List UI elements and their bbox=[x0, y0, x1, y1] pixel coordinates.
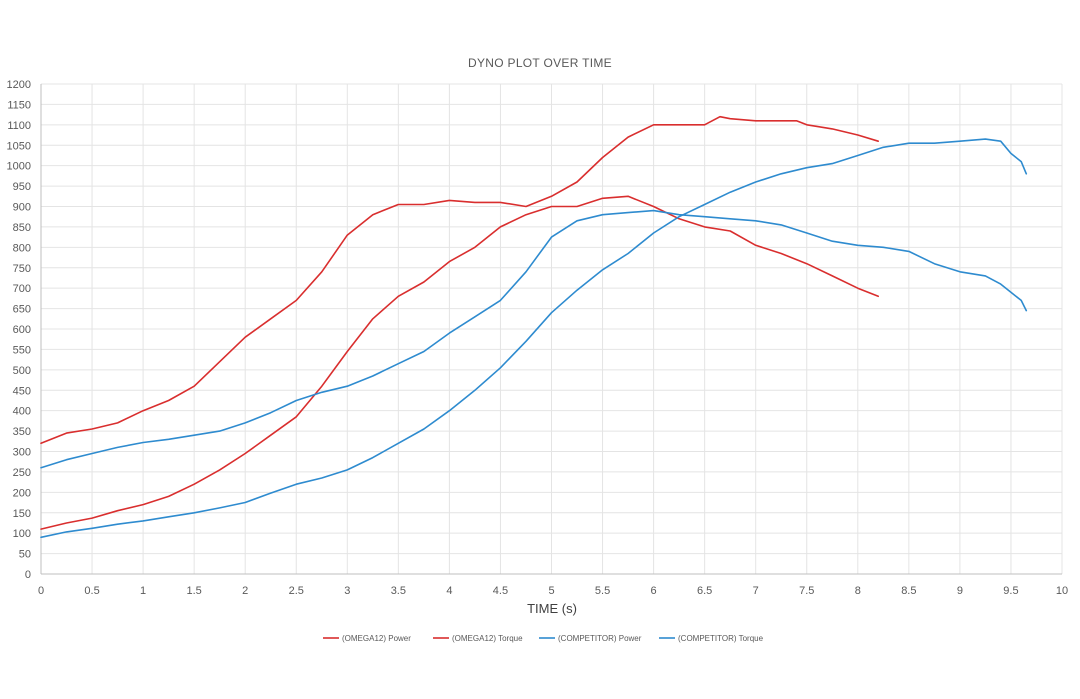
x-tick-label: 7 bbox=[753, 585, 759, 597]
x-tick-label: 8 bbox=[855, 585, 861, 597]
chart-grid bbox=[41, 83, 1063, 574]
x-tick-label: 0.5 bbox=[84, 585, 99, 597]
legend-item-omega12-torque: (OMEGA12) Torque bbox=[433, 634, 523, 643]
x-tick-label: 1.5 bbox=[187, 585, 202, 597]
y-tick-label: 750 bbox=[13, 263, 31, 275]
x-tick-label: 10 bbox=[1056, 585, 1068, 597]
x-tick-label: 3.5 bbox=[391, 585, 406, 597]
series-line-omega12-power bbox=[40, 195, 880, 530]
y-tick-label: 650 bbox=[13, 304, 31, 316]
legend-item-competitor-power: (COMPETITOR) Power bbox=[539, 634, 642, 643]
legend-item-omega12-power: (OMEGA12) Power bbox=[323, 634, 411, 643]
x-tick-label: 6.5 bbox=[697, 585, 712, 597]
x-tick-label: 1 bbox=[140, 585, 146, 597]
y-tick-label: 250 bbox=[13, 467, 31, 479]
y-tick-label: 200 bbox=[13, 487, 31, 499]
y-tick-label: 950 bbox=[13, 181, 31, 193]
legend-label: (COMPETITOR) Torque bbox=[678, 634, 764, 643]
y-tick-label: 1150 bbox=[7, 99, 31, 111]
series-line-competitor-power bbox=[40, 138, 1028, 539]
y-tick-label: 1100 bbox=[7, 120, 31, 132]
y-tick-label: 400 bbox=[13, 406, 31, 418]
x-tick-label: 5.5 bbox=[595, 585, 610, 597]
x-tick-label: 7.5 bbox=[799, 585, 814, 597]
x-axis-title: TIME (s) bbox=[527, 601, 577, 616]
legend: (OMEGA12) Power (OMEGA12) Torque (COMPETIT… bbox=[323, 634, 764, 643]
x-tick-label: 2 bbox=[242, 585, 248, 597]
series-lines bbox=[40, 115, 1028, 539]
x-axis-ticks: 0 0.5 1 1.5 2 2.5 3 3.5 4 4.5 5 5.5 6 6.5 7 7.5 8 8.5 9 9.5… bbox=[38, 585, 1068, 597]
series-line-competitor-torque bbox=[40, 209, 1028, 469]
y-axis-ticks: 0 50 100 150 200 250 300 350 400 450 500 550 600 650 7… bbox=[7, 79, 31, 581]
x-tick-label: 9 bbox=[957, 585, 963, 597]
legend-label: (OMEGA12) Power bbox=[342, 634, 411, 643]
y-tick-label: 600 bbox=[13, 324, 31, 336]
y-tick-label: 900 bbox=[13, 202, 31, 214]
y-tick-label: 350 bbox=[13, 426, 31, 438]
legend-item-competitor-torque: (COMPETITOR) Torque bbox=[659, 634, 764, 643]
y-tick-label: 450 bbox=[13, 385, 31, 397]
legend-label: (OMEGA12) Torque bbox=[452, 634, 523, 643]
x-tick-label: 4.5 bbox=[493, 585, 508, 597]
x-tick-label: 4 bbox=[446, 585, 452, 597]
x-tick-label: 3 bbox=[344, 585, 350, 597]
y-tick-label: 50 bbox=[19, 549, 31, 561]
y-tick-label: 550 bbox=[13, 344, 31, 356]
y-tick-label: 1200 bbox=[7, 79, 31, 91]
chart-axes bbox=[40, 84, 1062, 575]
y-tick-label: 1000 bbox=[7, 161, 31, 173]
y-tick-label: 800 bbox=[13, 242, 31, 254]
x-tick-label: 2.5 bbox=[289, 585, 304, 597]
x-tick-label: 5 bbox=[548, 585, 554, 597]
x-tick-label: 0 bbox=[38, 585, 44, 597]
x-tick-label: 8.5 bbox=[901, 585, 916, 597]
y-tick-label: 300 bbox=[13, 447, 31, 459]
y-tick-label: 0 bbox=[25, 569, 31, 581]
legend-label: (COMPETITOR) Power bbox=[558, 634, 642, 643]
y-tick-label: 100 bbox=[13, 528, 31, 540]
y-tick-label: 850 bbox=[13, 222, 31, 234]
y-tick-label: 500 bbox=[13, 365, 31, 377]
series-line-omega12-torque bbox=[40, 115, 880, 445]
y-tick-label: 150 bbox=[13, 508, 31, 520]
x-tick-label: 6 bbox=[651, 585, 657, 597]
y-tick-label: 700 bbox=[13, 283, 31, 295]
chart-title: DYNO PLOT OVER TIME bbox=[468, 56, 612, 70]
y-tick-label: 1050 bbox=[7, 140, 31, 152]
x-tick-label: 9.5 bbox=[1003, 585, 1018, 597]
